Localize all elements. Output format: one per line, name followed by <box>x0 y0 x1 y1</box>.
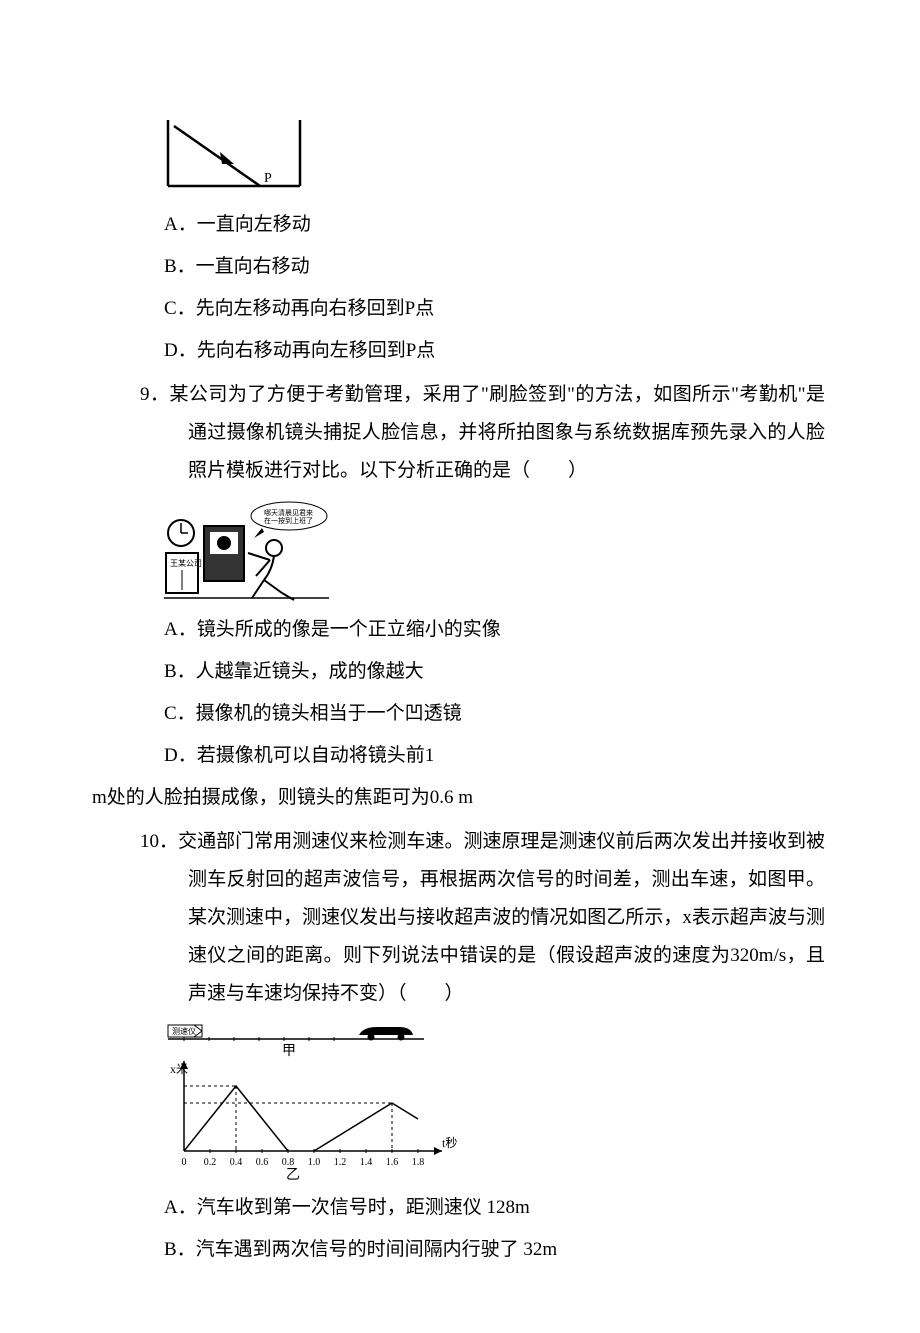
y-axis-label: x米 <box>170 1062 188 1076</box>
q8-option-c: C．先向左移动再向右移回到P点 <box>164 290 825 328</box>
q9-stem-text: 某公司为了方便于考勤管理，采用了"刷脸签到"的方法，如图所示"考勤机"是通过摄像… <box>169 384 825 481</box>
svg-text:王某公司: 王某公司 <box>170 559 202 568</box>
q9-option-c: C．摄像机的镜头相当于一个凹透镜 <box>164 695 825 733</box>
q10-stem: 10．交通部门常用测速仪来检测车速。测速原理是测速仪前后两次发出并接收到被测车反… <box>188 823 825 1013</box>
p-label: P <box>264 171 272 186</box>
svg-text:0.2: 0.2 <box>204 1157 217 1168</box>
svg-text:1.4: 1.4 <box>360 1157 373 1168</box>
q9-image: 哪天清晨见君来 在一按到上班了 王某公司 <box>164 498 825 603</box>
svg-text:1.8: 1.8 <box>412 1157 425 1168</box>
x-axis-label: t秒 <box>442 1136 457 1150</box>
svg-text:0: 0 <box>182 1157 187 1168</box>
svg-text:0.4: 0.4 <box>230 1157 243 1168</box>
svg-text:1.0: 1.0 <box>308 1157 321 1168</box>
svg-text:测速仪: 测速仪 <box>172 1027 196 1036</box>
q9-option-d-tail: m处的人脸拍摄成像，则镜头的焦距可为0.6 m <box>92 779 825 817</box>
q10-number: 10． <box>140 831 178 852</box>
svg-text:在一按到上班了: 在一按到上班了 <box>264 516 313 525</box>
svg-text:哪天清晨见君来: 哪天清晨见君来 <box>264 508 313 517</box>
q10-figure: 测速仪 甲 x米 t秒 <box>164 1021 825 1181</box>
q9-option-d: D．若摄像机可以自动将镜头前1 <box>164 737 825 775</box>
reflection-diagram-svg: P <box>164 116 304 196</box>
x-ticks: 0 0.2 0.4 0.6 0.8 1.0 1.2 1.4 1.6 1.8 <box>182 1157 425 1168</box>
q8-option-b: B．一直向右移动 <box>164 248 825 286</box>
q8-option-d: D．先向右移动再向左移回到P点 <box>164 332 825 370</box>
q9-option-a: A．镜头所成的像是一个正立缩小的实像 <box>164 611 825 649</box>
q8-option-a: A．一直向左移动 <box>164 206 825 244</box>
q10-option-a: A．汽车收到第一次信号时，距测速仪 128m <box>164 1189 825 1227</box>
q8-options: A．一直向左移动 B．一直向右移动 C．先向左移动再向右移回到P点 D．先向右移… <box>164 206 825 370</box>
svg-text:1.6: 1.6 <box>386 1157 399 1168</box>
q8-diagram: P <box>164 116 825 196</box>
q9-option-b: B．人越靠近镜头，成的像越大 <box>164 653 825 691</box>
q9-options: A．镜头所成的像是一个正立缩小的实像 B．人越靠近镜头，成的像越大 C．摄像机的… <box>164 611 825 775</box>
q10-option-b: B．汽车遇到两次信号的时间间隔内行驶了 32m <box>164 1231 825 1269</box>
q9-number: 9． <box>140 384 169 405</box>
caption-top: 甲 <box>282 1044 296 1059</box>
attendance-comic-svg: 哪天清晨见君来 在一按到上班了 王某公司 <box>164 498 329 603</box>
svg-text:1.2: 1.2 <box>334 1157 347 1168</box>
svg-text:0.8: 0.8 <box>282 1157 295 1168</box>
q10-stem-text: 交通部门常用测速仪来检测车速。测速原理是测速仪前后两次发出并接收到被测车反射回的… <box>178 831 825 1004</box>
caption-bottom: 乙 <box>286 1167 300 1181</box>
q10-options: A．汽车收到第一次信号时，距测速仪 128m B．汽车遇到两次信号的时间间隔内行… <box>164 1189 825 1269</box>
svg-text:0.6: 0.6 <box>256 1157 269 1168</box>
speed-chart-svg: 测速仪 甲 x米 t秒 <box>164 1021 464 1181</box>
q9-stem: 9．某公司为了方便于考勤管理，采用了"刷脸签到"的方法，如图所示"考勤机"是通过… <box>188 376 825 490</box>
